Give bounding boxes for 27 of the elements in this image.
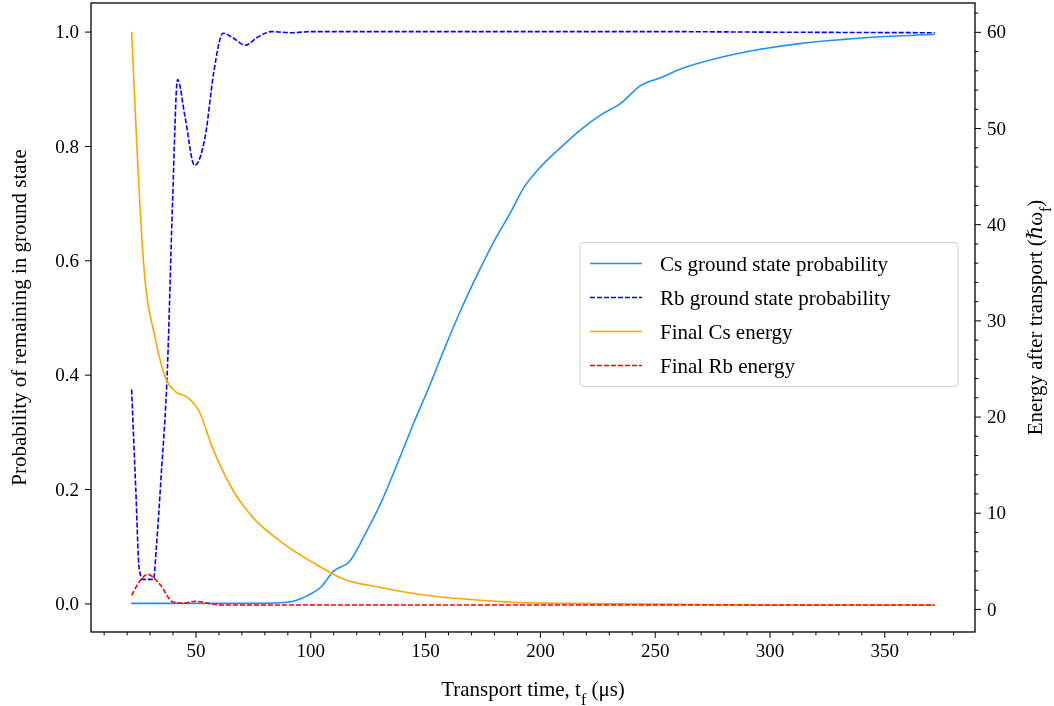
y-tick-label: 0.0 xyxy=(55,592,79,614)
y-axis-title: Probability of remaining in ground state xyxy=(7,149,31,486)
y2-tick-label: 40 xyxy=(987,213,1006,235)
legend-label: Final Rb energy xyxy=(660,353,796,378)
x-tick-label: 100 xyxy=(296,640,326,662)
legend-label: Final Cs energy xyxy=(660,319,794,344)
x-tick-label: 350 xyxy=(870,640,900,662)
y2-tick-label: 20 xyxy=(987,406,1006,428)
x-tick-label: 200 xyxy=(526,640,555,662)
legend-label: Rb ground state probability xyxy=(660,285,891,310)
y2-tick-label: 50 xyxy=(987,117,1006,139)
y2-tick-label: 30 xyxy=(987,309,1006,331)
x-tick-label: 300 xyxy=(755,640,785,662)
x-tick-label: 50 xyxy=(186,640,206,662)
line-series xyxy=(130,573,936,606)
y2-tick-label: 0 xyxy=(987,598,997,620)
y-tick-label: 0.4 xyxy=(55,364,80,386)
x-tick-label: 250 xyxy=(640,640,670,662)
x-axis-title: Transport time, t$_{f}$ (μs) xyxy=(441,677,625,706)
y-tick-label: 0.8 xyxy=(55,135,79,157)
y2-tick-label: 10 xyxy=(987,502,1006,524)
x-tick-label: 150 xyxy=(411,640,440,662)
y-tick-label: 0.6 xyxy=(55,249,79,271)
y2-tick-label: 60 xyxy=(987,21,1006,43)
y-tick-label: 1.0 xyxy=(55,21,79,43)
legend-label: Cs ground state probability xyxy=(660,251,889,276)
y-tick-label: 0.2 xyxy=(55,478,79,500)
